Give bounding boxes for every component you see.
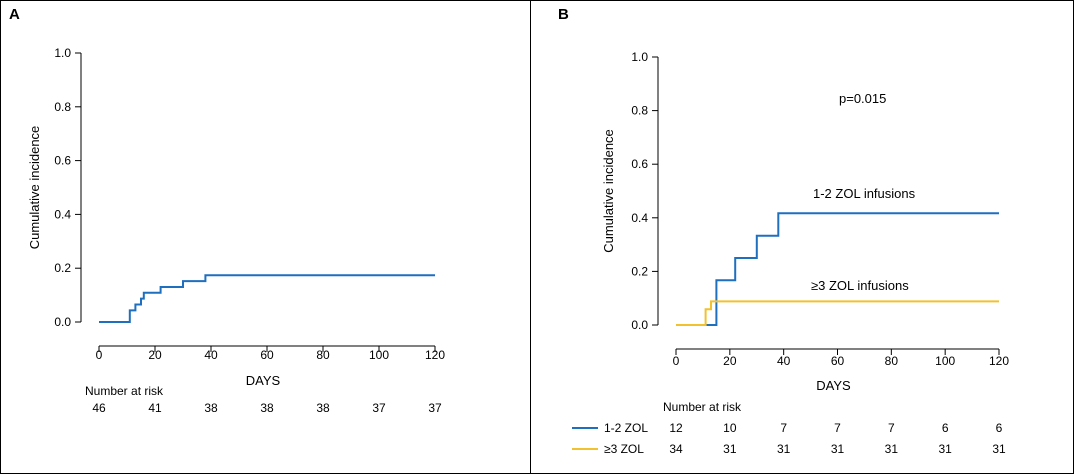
- x-tick-label: 0: [96, 348, 103, 362]
- x-tick-label: 80: [316, 348, 330, 362]
- series-line: [676, 212, 999, 326]
- series-line: [676, 300, 999, 326]
- x-tick-label: 0: [673, 354, 680, 368]
- risk-value: 34: [669, 442, 683, 456]
- series-label: ≥3 ZOL infusions: [811, 278, 909, 293]
- x-tick-label: 40: [777, 354, 791, 368]
- risk-value: 31: [992, 442, 1006, 456]
- risk-table-title: Number at risk: [663, 400, 742, 414]
- risk-value: 31: [831, 442, 845, 456]
- risk-row-label: ≥3 ZOL: [604, 442, 644, 456]
- y-tick-label: 0.6: [54, 154, 71, 168]
- risk-value: 6: [942, 421, 949, 435]
- series-line: [99, 274, 435, 323]
- panel-divider: [530, 1, 531, 473]
- risk-value: 31: [723, 442, 737, 456]
- panel-label: B: [558, 6, 569, 23]
- risk-value: 10: [723, 421, 737, 435]
- risk-value: 6: [996, 421, 1003, 435]
- x-tick-label: 120: [989, 354, 1009, 368]
- panel-label: A: [9, 6, 20, 23]
- x-tick-label: 100: [935, 354, 955, 368]
- risk-value: 12: [669, 421, 683, 435]
- x-tick-label: 20: [148, 348, 162, 362]
- x-tick-label: 60: [831, 354, 845, 368]
- risk-value: 41: [148, 401, 162, 415]
- risk-value: 7: [888, 421, 895, 435]
- x-axis-label: DAYS: [246, 373, 281, 388]
- panel-a: A 0.0 0.2 0.4 0.6 0.8 1.0 0 46 20 41 40 38 60 38 80 38 10…: [9, 6, 445, 415]
- panel-b: B 0.0 0.2 0.4 0.6 0.8 1.0 0 12 34 20 10 31 40 7 31 60 7 31…: [558, 6, 1009, 456]
- y-tick-label: 0.4: [631, 211, 648, 225]
- risk-value: 46: [92, 401, 106, 415]
- risk-value: 38: [316, 401, 330, 415]
- risk-value: 7: [834, 421, 841, 435]
- y-tick-label: 1.0: [631, 50, 648, 64]
- series-label: 1-2 ZOL infusions: [813, 186, 916, 201]
- risk-row-label: 1-2 ZOL: [604, 421, 648, 435]
- y-tick-label: 1.0: [54, 46, 71, 60]
- y-tick-label: 0.2: [54, 261, 71, 275]
- y-tick-label: 0.6: [631, 157, 648, 171]
- y-tick-label: 0.4: [54, 207, 71, 221]
- risk-value: 38: [204, 401, 218, 415]
- risk-value: 37: [428, 401, 442, 415]
- risk-table-title: Number at risk: [85, 384, 164, 398]
- y-tick-label: 0.8: [631, 104, 648, 118]
- risk-value: 7: [780, 421, 787, 435]
- y-axis-label: Cumulative incidence: [601, 129, 616, 253]
- x-axis-label: DAYS: [816, 378, 851, 393]
- p-value-annotation: p=0.015: [839, 91, 886, 106]
- risk-value: 31: [777, 442, 791, 456]
- y-tick-label: 0.8: [54, 100, 71, 114]
- y-tick-label: 0.0: [631, 318, 648, 332]
- x-tick-label: 100: [369, 348, 389, 362]
- y-tick-label: 0.2: [631, 264, 648, 278]
- risk-value: 31: [885, 442, 899, 456]
- risk-value: 37: [372, 401, 386, 415]
- risk-value: 38: [260, 401, 274, 415]
- risk-value: 31: [938, 442, 952, 456]
- x-tick-label: 40: [204, 348, 218, 362]
- y-axis-label: Cumulative incidence: [27, 126, 42, 250]
- x-tick-label: 80: [885, 354, 899, 368]
- y-tick-label: 0.0: [54, 315, 71, 329]
- x-tick-label: 60: [260, 348, 274, 362]
- x-tick-label: 20: [723, 354, 737, 368]
- x-tick-label: 120: [425, 348, 445, 362]
